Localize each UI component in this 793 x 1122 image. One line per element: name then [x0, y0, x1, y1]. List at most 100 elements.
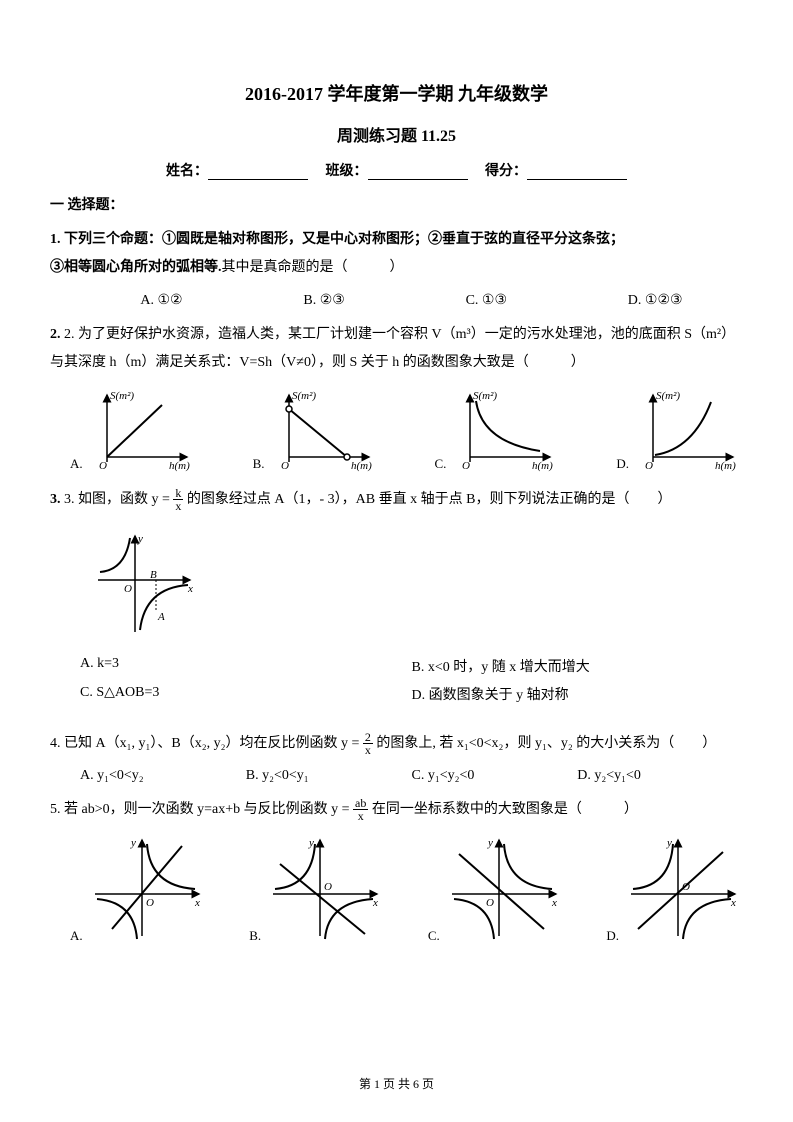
q2-text: 2. 为了更好保护水资源，造福人类，某工厂计划建一个容积 V（m³）一定的污水处…	[50, 327, 735, 370]
svg-text:B: B	[150, 569, 157, 581]
q3-before: 3. 如图，函数	[64, 492, 152, 507]
q5-label-a: A.	[70, 928, 83, 944]
svg-text:y: y	[308, 837, 314, 849]
q3-opt-d: D. 函数图象关于 y 轴对称	[412, 680, 744, 708]
svg-text:x: x	[372, 897, 378, 909]
q5-chart-a: O y x	[87, 834, 207, 944]
svg-text:y: y	[137, 533, 143, 545]
q4-before: 4. 已知 A（x₁, y₁）、B（x₂, y₂）均在反比例函数	[50, 736, 341, 751]
svg-text:x: x	[730, 897, 736, 909]
q5-graph-a: A. O y x	[70, 834, 207, 944]
q1-opt-c: C. ①③	[466, 292, 507, 309]
q1-opt-d: D. ①②③	[628, 292, 683, 309]
svg-text:O: O	[99, 460, 107, 472]
svg-text:x: x	[551, 897, 557, 909]
name-label: 姓名：	[166, 164, 208, 179]
q2-graph-b: B. O S(m²) h(m)	[253, 387, 379, 472]
page-footer: 第 1 页 共 6 页	[0, 1075, 793, 1092]
q4-frac: 2x	[363, 731, 373, 756]
q2-label-c: C.	[434, 456, 446, 472]
svg-text:h(m): h(m)	[169, 460, 190, 472]
svg-text:S(m²): S(m²)	[292, 390, 316, 402]
q4-after: 的图象上, 若 x₁<0<x₂，则 y₁、y₂ 的大小关系为（ ）	[373, 736, 716, 751]
q5-label-d: D.	[606, 928, 619, 944]
page-title: 2016-2017 学年度第一学期 九年级数学	[50, 80, 743, 106]
q3: 3. 3. 如图，函数 y = kx 的图象经过点 A（1，- 3），AB 垂直…	[50, 486, 743, 720]
q4-opt-d: D. y₂<y₁<0	[577, 768, 743, 784]
q4-opt-a: A. y₁<0<y₂	[80, 768, 246, 784]
q4-y: y =	[341, 736, 363, 751]
q3-opt-c: C. S△AOB=3	[80, 680, 412, 708]
svg-text:O: O	[486, 897, 494, 909]
svg-text:O: O	[124, 583, 132, 595]
q2-chart-c: O S(m²) h(m)	[450, 387, 560, 472]
q1-options: A. ①② B. ②③ C. ①③ D. ①②③	[80, 292, 743, 309]
svg-text:O: O	[682, 881, 690, 893]
q3-options: A. k=3 B. x<0 时，y 随 x 增大而增大 C. S△AOB=3 D…	[80, 652, 743, 708]
q5-stem: 5. 若 ab>0，则一次函数 y=ax+b 与反比例函数 y = abx 在同…	[50, 796, 743, 824]
q5-graph-c: C. O y x	[428, 834, 564, 944]
q3-y: y =	[152, 492, 174, 507]
svg-text:O: O	[462, 460, 470, 472]
q2-chart-d: O S(m²) h(m)	[633, 387, 743, 472]
q2-graph-a: A. O S(m²) h(m)	[70, 387, 197, 472]
q5-graph-d: D. O y x	[606, 834, 743, 944]
svg-text:A: A	[157, 611, 165, 623]
q5-graph-row: A. O y x B. O y x C.	[70, 834, 743, 944]
q2-label-d: D.	[616, 456, 629, 472]
q5-y: y =	[331, 802, 353, 817]
svg-text:y: y	[130, 837, 136, 849]
q5-label-c: C.	[428, 928, 440, 944]
q2-graph-c: C. O S(m²) h(m)	[434, 387, 560, 472]
q1-opt-b: B. ②③	[303, 292, 344, 309]
q1-stem: 1. 下列三个命题：①圆既是轴对称图形，又是中心对称图形；②垂直于弦的直径平分这…	[50, 226, 743, 282]
q5-after: 在同一坐标系数中的大致图象是（ ）	[368, 802, 638, 817]
q1-line1: 1. 下列三个命题：①圆既是轴对称图形，又是中心对称图形；②垂直于弦的直径平分这…	[50, 232, 624, 247]
svg-text:O: O	[645, 460, 653, 472]
class-blank	[368, 166, 468, 180]
q4-opt-c: C. y₁<y₂<0	[412, 768, 578, 784]
q3-opt-a: A. k=3	[80, 652, 412, 680]
svg-text:h(m): h(m)	[715, 460, 736, 472]
q3-after: 的图象经过点 A（1，- 3），AB 垂直 x 轴于点 B，则下列说法正确的是（…	[183, 492, 671, 507]
q2-label-b: B.	[253, 456, 265, 472]
svg-text:O: O	[281, 460, 289, 472]
svg-text:y: y	[487, 837, 493, 849]
student-info-line: 姓名： 班级： 得分：	[50, 160, 743, 180]
q5-chart-b: O y x	[265, 834, 385, 944]
page-subtitle: 周测练习题 11.25	[50, 122, 743, 146]
svg-text:O: O	[324, 881, 332, 893]
q5-label-b: B.	[249, 928, 261, 944]
svg-text:O: O	[146, 897, 154, 909]
q1-line2-bold: ③相等圆心角所对的弧相等.	[50, 260, 222, 275]
q2-label-a: A.	[70, 456, 83, 472]
q5-chart-d: O y x	[623, 834, 743, 944]
q2-graph-row: A. O S(m²) h(m) B. O S(m²) h(m) C.	[70, 387, 743, 472]
svg-text:x: x	[194, 897, 200, 909]
svg-text:x: x	[187, 583, 193, 595]
q2-chart-b: O S(m²) h(m)	[269, 387, 379, 472]
q2-chart-a: O S(m²) h(m)	[87, 387, 197, 472]
q3-opt-b: B. x<0 时，y 随 x 增大而增大	[412, 652, 744, 680]
q2-graph-d: D. O S(m²) h(m)	[616, 387, 743, 472]
q5-graph-b: B. O y x	[249, 834, 385, 944]
svg-text:S(m²): S(m²)	[656, 390, 680, 402]
q3-graph: O y x B A	[90, 530, 743, 640]
q5-before: 5. 若 ab>0，则一次函数 y=ax+b 与反比例函数	[50, 802, 331, 817]
svg-text:h(m): h(m)	[532, 460, 553, 472]
q3-chart: O y x B A	[90, 530, 200, 640]
q5-chart-c: O y x	[444, 834, 564, 944]
q5-frac: abx	[353, 797, 368, 822]
score-blank	[527, 166, 627, 180]
name-blank	[208, 166, 308, 180]
q4-opt-b: B. y₂<0<y₁	[246, 768, 412, 784]
q1-line2-normal: 其中是真命题的是（ ）	[222, 260, 404, 275]
q2-stem: 2. 2. 为了更好保护水资源，造福人类，某工厂计划建一个容积 V（m³）一定的…	[50, 321, 743, 377]
svg-text:h(m): h(m)	[351, 460, 372, 472]
q3-stem: 3. 3. 如图，函数 y = kx 的图象经过点 A（1，- 3），AB 垂直…	[50, 486, 743, 514]
svg-text:S(m²): S(m²)	[110, 390, 134, 402]
q1-opt-a: A. ①②	[140, 292, 182, 309]
class-label: 班级：	[326, 164, 368, 179]
q4-stem: 4. 已知 A（x₁, y₁）、B（x₂, y₂）均在反比例函数 y = 2x …	[50, 730, 743, 758]
svg-text:y: y	[666, 837, 672, 849]
